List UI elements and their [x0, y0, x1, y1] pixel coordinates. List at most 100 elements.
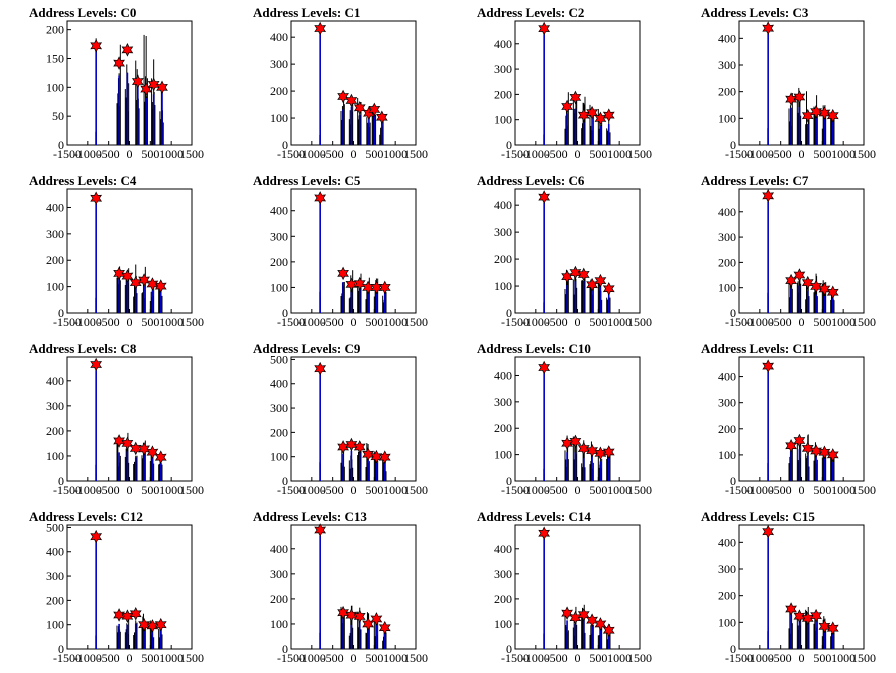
peak-star-marker	[314, 523, 327, 537]
x-tick-label: 0	[799, 483, 805, 497]
peak-star-marker	[345, 93, 358, 108]
peak-star-marker	[90, 39, 103, 53]
peak-star-marker	[818, 106, 831, 120]
x-tick-label: 1000	[159, 483, 183, 497]
peak-star-marker	[370, 280, 383, 295]
x-tick-label: -1000	[746, 651, 774, 665]
x-tick-label: 1500	[180, 315, 204, 329]
peak-star-marker	[345, 277, 358, 292]
peak-star-marker	[129, 606, 142, 621]
y-tick-label: 100	[46, 618, 64, 632]
y-tick-label: 200	[494, 252, 512, 266]
x-tick-label: 500	[813, 315, 831, 329]
peak-star-marker	[353, 440, 366, 454]
x-tick-label: 0	[127, 651, 133, 665]
x-tick-label: 1500	[628, 315, 652, 329]
x-tick-label: -500	[546, 483, 568, 497]
chart-panel-12: Address Levels: C12 0 100 200 300 400 500 -1500…	[29, 509, 204, 665]
x-tick-label: 1500	[404, 147, 428, 161]
chart-panel-11: Address Levels: C11 0 100 200 300 400 -1500-10…	[701, 341, 876, 497]
peak-star-marker	[826, 448, 839, 462]
chart-title: Address Levels: C4	[29, 173, 137, 188]
peak-star-marker	[586, 277, 598, 292]
peak-star-marker	[370, 449, 383, 464]
peak-star-marker	[810, 279, 822, 294]
x-tick-label: 1000	[159, 147, 183, 161]
x-tick-label: -1500	[725, 147, 753, 161]
chart-panel-15: Address Levels: C15 0 100 200 300 400 -1500-10…	[701, 509, 876, 665]
y-tick-label: 200	[46, 593, 64, 607]
chart-panel-1: Address Levels: C1 0 100 200 300 400 -1500-100…	[253, 5, 428, 161]
plot-frame	[290, 20, 417, 146]
y-tick-label: 100	[494, 279, 512, 293]
plot-frame	[738, 524, 865, 650]
peak-star-marker	[375, 110, 388, 125]
x-tick-label: 1500	[180, 651, 204, 665]
x-tick-label: 0	[351, 651, 357, 665]
y-tick-label: 0	[58, 642, 64, 656]
x-tick-label: -1500	[501, 315, 529, 329]
x-tick-label: 1000	[607, 147, 631, 161]
peak-star-marker	[569, 90, 582, 105]
y-tick-label: 300	[46, 227, 64, 241]
peak-star-marker	[378, 280, 391, 295]
x-tick-label: 500	[813, 147, 831, 161]
x-tick-label: -1000	[522, 315, 550, 329]
peak-star-marker	[147, 77, 160, 92]
y-tick-label: 400	[718, 370, 736, 384]
peak-star-marker	[602, 281, 615, 296]
y-tick-label: 100	[270, 111, 288, 125]
peak-star-marker	[586, 613, 598, 627]
x-tick-label: 1500	[404, 483, 428, 497]
x-tick-label: -1500	[725, 315, 753, 329]
peak-star-marker	[90, 529, 103, 544]
y-tick-label: 400	[270, 30, 288, 44]
y-tick-label: 150	[46, 51, 64, 65]
x-tick-label: 0	[575, 315, 581, 329]
chart-panel-13: Address Levels: C13 0 100 200 300 400 -1500-10…	[253, 509, 428, 665]
x-tick-label: 500	[589, 147, 607, 161]
chart-title: Address Levels: C14	[477, 509, 591, 524]
peak-star-marker	[762, 524, 775, 539]
x-tick-label: -1500	[277, 147, 305, 161]
peak-star-marker	[801, 441, 814, 456]
peak-star-marker	[378, 450, 391, 464]
y-tick-label: 300	[718, 58, 736, 72]
chart-panel-9: Address Levels: C90100200300400500-1500-…	[253, 341, 428, 497]
y-tick-label: 100	[270, 280, 288, 294]
plot-frame	[290, 524, 417, 650]
x-tick-label: 1500	[852, 315, 876, 329]
x-tick-label: -1500	[53, 147, 81, 161]
plot-frame	[514, 524, 641, 650]
x-tick-label: -1000	[298, 147, 326, 161]
chart-title: Address Levels: C7	[701, 173, 809, 188]
peak-star-marker	[826, 108, 839, 123]
chart-title: Address Levels: C10	[477, 341, 591, 356]
x-tick-label: -1500	[725, 483, 753, 497]
x-tick-label: 0	[351, 315, 357, 329]
peak-star-marker	[314, 361, 327, 376]
peak-star-marker	[818, 445, 831, 460]
peak-star-marker	[785, 438, 797, 453]
plot-frame	[738, 356, 865, 482]
peak-star-marker	[594, 273, 607, 288]
peak-star-marker	[113, 608, 125, 622]
peak-star-marker	[353, 101, 366, 115]
peak-star-marker	[113, 56, 125, 70]
peak-star-marker	[810, 104, 822, 119]
chart-title: Address Levels: C9	[253, 341, 361, 356]
chart-title: Address Levels: C3	[701, 5, 809, 20]
peak-star-marker	[370, 612, 383, 626]
y-tick-label: 200	[270, 425, 288, 439]
plot-frame	[66, 524, 193, 650]
peak-star-marker	[121, 436, 134, 451]
peak-star-marker	[762, 21, 775, 35]
y-tick-label: 400	[494, 542, 512, 556]
peak-star-marker	[121, 43, 134, 57]
x-tick-label: 1000	[607, 483, 631, 497]
peak-star-marker	[793, 609, 806, 623]
x-tick-label: -1500	[277, 483, 305, 497]
peak-star-marker	[90, 357, 103, 372]
peak-star-marker	[561, 269, 573, 284]
